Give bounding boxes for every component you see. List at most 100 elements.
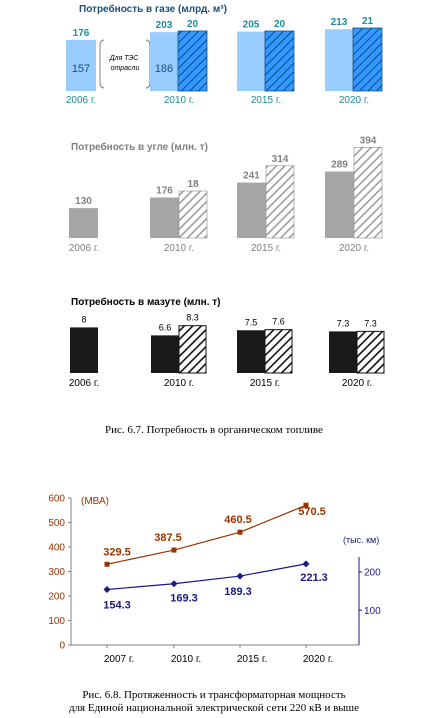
coal-bar-base [325,171,354,238]
gas-category-label: 2006 г. [66,95,96,106]
coal-bar-increment [265,165,295,239]
gas-bar-total [325,29,353,91]
km-point-label: 221.3 [300,572,328,584]
fuel-oil-bar-base-label: 7.3 [337,318,350,328]
fuel-oil-category-label: 2015 г. [250,378,280,389]
left-axis-tick-label: 0 [59,641,65,652]
fuel-oil-bar-base-label: 7.5 [245,317,258,327]
left-axis-label: (МВА) [81,496,109,507]
fuel-oil-bar-increment-label: 8.3 [186,313,199,323]
left-axis-tick-label: 200 [48,592,65,603]
left-axis-tick-label: 100 [48,616,65,627]
gas-bar-increment-label: 20 [187,19,199,30]
gas-bar-increment [352,27,383,92]
coal-bars: 130 2006 г. 176 18 2010 г. 241 314 2015 г. 289 39… [69,135,383,254]
fuel-oil-chart-title: Потребность в мазуте (млн. т) [71,296,220,308]
gas-bar-total [150,32,178,91]
x-axis-tick-label: 2007 г. [104,654,134,665]
gas-bar-increment-label: 20 [274,19,286,30]
fuel-oil-bar-increment [178,325,207,374]
fuel-oil-bar-increment [264,329,293,374]
coal-bar-base [237,182,266,238]
gas-bar-total [66,39,96,91]
fuel-oil-bar-base [329,331,357,373]
fuel-oil-category-label: 2020 г. [342,378,372,389]
left-axis-tick-label: 400 [48,543,65,554]
gas-bar-increment-label: 21 [362,16,374,27]
fuel-oil-bar-base-label: 8 [81,314,86,324]
km-point [236,572,244,580]
gas-sub-value-label: 186 [155,63,173,75]
coal-bar-increment-label: 394 [360,135,377,146]
km-point [302,560,310,568]
fuel-oil-bars: 8 2006 г. 6.6 8.3 2010 г. 7.5 7.6 2015 г. 7.3 7.3… [69,313,385,389]
coal-bar-increment [178,190,208,239]
fuel-oil-category-label: 2010 г. [164,378,194,389]
coal-category-label: 2015 г. [251,243,281,254]
km-point-label: 154.3 [103,599,131,611]
gas-bar-increment [177,30,208,92]
fuel-oil-bar-base [151,335,179,373]
coal-bar-base-label: 241 [243,171,260,182]
mva-point [171,547,177,553]
km-series-line [106,563,307,591]
figure-6-8-caption-line2: для Единой национальной электрической се… [68,702,360,714]
figure-6-8-caption-line1: Рис. 6.8. Протяженность и трансформаторн… [82,689,346,701]
gas-chart-title: Потребность в газе (млрд. м³) [79,3,227,15]
gas-sub-value-label: 157 [72,63,90,75]
fuel-oil-bar-base-label: 6.6 [159,322,172,332]
gas-category-label: 2010 г. [164,95,194,106]
coal-bar-base [150,197,179,238]
coal-chart-title: Потребность в угле (млн. т) [71,141,208,153]
mva-point-label: 329.5 [103,546,131,558]
coal-category-label: 2020 г. [339,243,369,254]
right-axis-tick-label: 100 [364,606,381,617]
coal-bar-increment [353,147,383,239]
x-axis-tick-label: 2020 г. [303,654,333,665]
mva-series-line [106,504,307,565]
mva-point-label: 570.5 [298,506,326,518]
coal-bar-base-label: 289 [331,160,348,171]
km-point-label: 189.3 [224,586,252,598]
coal-bar-base-label: 176 [156,186,173,197]
fuel-oil-bar-increment-label: 7.6 [272,317,285,327]
left-axis-tick-label: 300 [48,567,65,578]
gas-bar-total-label: 176 [73,28,90,39]
km-point-label: 169.3 [170,593,198,605]
fuel-oil-bar-increment [356,330,385,374]
coal-category-label: 2010 г. [164,243,194,254]
left-axis-tick-label: 500 [48,518,65,529]
gas-sub-annotation: Для ТЭС отрасли [109,55,141,72]
figure-6-7-caption: Рис. 6.7. Потребность в органическом топ… [105,424,323,436]
km-point [170,580,178,588]
gas-bar-total-label: 205 [243,20,260,31]
coal-category-label: 2006 г. [69,243,99,254]
gas-bar-total-label: 203 [156,20,173,31]
gas-category-label: 2020 г. [339,95,369,106]
mva-point [303,502,309,508]
km-point [103,585,111,593]
coal-bar-increment-label: 18 [187,179,199,190]
x-axis-tick-label: 2015 г. [237,654,267,665]
x-axis-tick-label: 2010 г. [171,654,201,665]
line-chart: 0 100 200 300 400 500 600 100 200 2007 г. 2010 г. 2… [48,494,381,666]
mva-point-label: 387.5 [154,532,182,544]
gas-bar-total-label: 213 [331,17,348,28]
mva-point-label: 460.5 [224,514,252,526]
mva-point [104,561,110,567]
mva-point [237,529,243,535]
coal-bar-increment-label: 314 [272,154,289,165]
gas-bar-total [237,31,265,91]
fuel-oil-bar-base [70,327,98,373]
fuel-oil-bar-base [237,330,265,373]
left-axis-tick-label: 600 [48,494,65,505]
right-axis-label: (тыс. км) [343,535,379,545]
fuel-oil-category-label: 2006 г. [69,378,99,389]
coal-bar-base [69,208,98,238]
right-axis-tick-label: 200 [364,568,381,579]
fuel-oil-bar-increment-label: 7.3 [364,318,377,328]
gas-category-label: 2015 г. [251,95,281,106]
gas-bar-increment [264,30,295,92]
coal-bar-base-label: 130 [75,196,92,207]
